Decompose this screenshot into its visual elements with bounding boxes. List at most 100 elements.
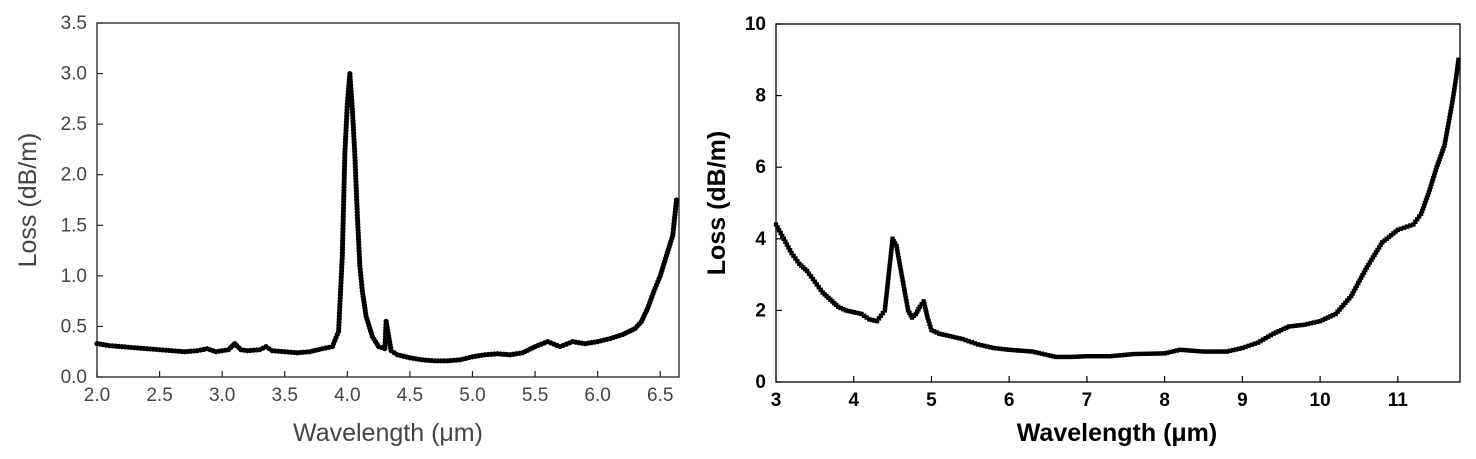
left-x-tick-label: 4.0	[334, 385, 360, 406]
right-data-marker	[1237, 346, 1242, 351]
right-data-marker	[880, 310, 886, 316]
right-data-point	[1084, 354, 1090, 359]
right-y-axis-label: Loss (dB/m)	[703, 131, 731, 275]
right-data-marker	[1266, 334, 1271, 339]
right-axis-ticks	[775, 23, 1399, 383]
right-data-marker	[1391, 231, 1396, 236]
right-data-marker	[1356, 280, 1361, 286]
left-data-point	[359, 288, 365, 294]
left-data-point	[383, 318, 389, 324]
right-data-marker	[1308, 321, 1313, 326]
right-data-marker	[1416, 214, 1422, 219]
right-data-marker	[1415, 216, 1420, 222]
right-data-marker	[1452, 81, 1458, 87]
right-data-marker	[778, 230, 783, 236]
right-data-point	[859, 311, 864, 317]
left-data-point	[339, 253, 345, 259]
right-data-marker	[1258, 338, 1263, 344]
right-data-marker	[994, 346, 999, 351]
right-x-tick-label: 3	[771, 390, 782, 411]
right-data-marker	[786, 245, 791, 250]
right-data-marker	[895, 252, 901, 258]
right-data-marker	[885, 284, 890, 289]
right-y-tick-label: 8	[755, 86, 766, 107]
right-data-point	[944, 333, 950, 338]
right-data-marker	[1386, 234, 1392, 240]
right-data-point	[1395, 227, 1401, 233]
right-data-point	[867, 317, 872, 322]
right-data-marker	[1447, 112, 1453, 118]
right-data-point	[1456, 57, 1461, 62]
right-data-marker	[856, 311, 862, 316]
right-data-marker	[1455, 63, 1460, 68]
left-y-tick-label: 1.0	[61, 266, 87, 287]
right-data-marker	[1018, 348, 1024, 353]
right-data-marker	[1446, 118, 1452, 124]
right-x-tick-label: 11	[1388, 390, 1409, 411]
right-data-marker	[1454, 69, 1460, 74]
right-data-marker	[1168, 349, 1174, 355]
right-data-point	[1240, 345, 1245, 351]
right-data-marker	[1081, 354, 1086, 359]
right-data-marker	[1451, 88, 1457, 93]
right-data-marker	[816, 284, 821, 290]
right-data-marker	[1150, 351, 1155, 356]
right-data-marker	[1174, 348, 1180, 353]
right-data-marker	[919, 301, 924, 307]
right-data-marker	[1441, 146, 1446, 151]
right-x-tick-label: 4	[848, 390, 859, 411]
left-data-point	[182, 349, 188, 355]
right-data-marker	[1451, 91, 1456, 96]
right-data-marker	[1075, 354, 1080, 359]
right-data-marker	[1366, 262, 1371, 268]
right-x-axis-label: Wavelength (μm)	[1017, 419, 1218, 447]
left-data-point	[407, 355, 413, 361]
right-data-marker	[1072, 354, 1077, 359]
right-data-marker	[1156, 351, 1161, 356]
right-data-marker	[1358, 275, 1364, 281]
right-data-marker	[1370, 255, 1376, 260]
right-data-point	[1271, 331, 1276, 336]
left-data-point	[670, 232, 676, 238]
left-data-points	[94, 70, 680, 364]
right-data-marker	[1430, 178, 1435, 184]
right-data-point	[828, 297, 833, 302]
right-data-marker	[1452, 84, 1457, 90]
left-data-point	[307, 349, 313, 355]
right-data-marker	[1153, 351, 1158, 356]
right-data-point	[874, 318, 880, 324]
right-data-marker	[1260, 337, 1266, 342]
left-data-point	[632, 325, 638, 332]
left-x-tick-label: 6.0	[584, 385, 610, 406]
right-data-marker	[892, 241, 898, 246]
right-data-marker	[934, 330, 939, 335]
left-data-point	[131, 345, 138, 351]
right-data-marker	[784, 242, 790, 247]
left-data-point	[570, 339, 576, 345]
right-data-point	[917, 304, 922, 310]
left-x-axis-label: Wavelength (μm)	[293, 419, 483, 447]
right-data-point	[1006, 347, 1012, 352]
right-data-marker	[1305, 321, 1310, 327]
right-data-marker	[1449, 103, 1454, 109]
right-data-marker	[854, 310, 859, 315]
right-data-marker	[1056, 354, 1062, 360]
left-data-point	[282, 349, 288, 355]
right-data-marker	[1447, 115, 1452, 121]
right-data-marker	[888, 251, 894, 256]
right-data-marker	[889, 242, 895, 247]
right-data-marker	[1215, 349, 1221, 354]
right-data-marker	[1218, 349, 1224, 354]
left-data-point	[263, 344, 269, 350]
right-data-marker	[783, 239, 788, 244]
right-data-marker	[1372, 252, 1377, 258]
right-data-marker	[884, 287, 890, 292]
right-data-marker	[1268, 332, 1274, 338]
right-data-marker	[1354, 283, 1360, 288]
right-data-marker	[889, 245, 894, 250]
right-data-point	[1434, 165, 1439, 170]
left-data-point	[294, 350, 300, 356]
right-data-marker	[889, 248, 894, 253]
right-data-marker	[1279, 327, 1284, 333]
